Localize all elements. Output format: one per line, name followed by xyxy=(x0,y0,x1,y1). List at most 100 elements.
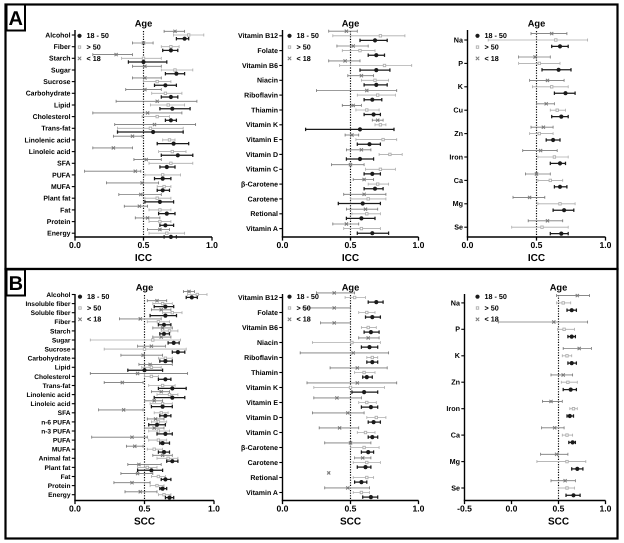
svg-text:Ca: Ca xyxy=(451,431,461,440)
svg-text:1.0: 1.0 xyxy=(208,504,220,514)
svg-text:MUFA: MUFA xyxy=(51,184,71,191)
svg-text:Vitamin K: Vitamin K xyxy=(246,121,278,129)
svg-text:Niacin: Niacin xyxy=(257,77,278,85)
svg-text:Linoleic acid: Linoleic acid xyxy=(31,401,71,408)
svg-text:0.5: 0.5 xyxy=(553,504,565,514)
svg-text:β-Carotene: β-Carotene xyxy=(241,181,278,189)
svg-text:Vitamin A: Vitamin A xyxy=(246,225,278,233)
svg-text:18 - 50: 18 - 50 xyxy=(87,292,109,301)
svg-text:< 18: < 18 xyxy=(485,54,499,63)
svg-text:Lipid: Lipid xyxy=(54,102,70,109)
svg-text:Plant fat: Plant fat xyxy=(44,465,71,472)
svg-text:> 50: > 50 xyxy=(297,43,311,52)
svg-text:Thiamin: Thiamin xyxy=(251,369,278,377)
svg-text:Lipid: Lipid xyxy=(55,365,71,372)
svg-text:< 18: < 18 xyxy=(297,54,311,63)
svg-text:0.0: 0.0 xyxy=(506,504,518,514)
svg-text:Vitamin B12: Vitamin B12 xyxy=(238,294,278,302)
svg-text:18 - 50: 18 - 50 xyxy=(485,31,507,40)
svg-text:0.0: 0.0 xyxy=(277,504,289,514)
svg-text:SCC: SCC xyxy=(548,517,569,528)
svg-text:Animal fat: Animal fat xyxy=(39,456,72,463)
svg-text:Vitamin D: Vitamin D xyxy=(246,151,278,159)
svg-text:Starch: Starch xyxy=(50,328,71,335)
svg-text:Age: Age xyxy=(135,19,153,29)
svg-text:PUFA: PUFA xyxy=(52,172,70,179)
svg-text:Fiber: Fiber xyxy=(54,319,71,326)
svg-text:Na: Na xyxy=(454,35,464,44)
svg-text:Alcohol: Alcohol xyxy=(45,32,70,39)
svg-text:Cholesterol: Cholesterol xyxy=(33,114,71,121)
svg-text:< 18: < 18 xyxy=(87,315,101,324)
svg-text:Riboflavin: Riboflavin xyxy=(244,92,278,100)
svg-text:Carbohydrate: Carbohydrate xyxy=(26,91,71,98)
svg-text:Retional: Retional xyxy=(250,474,278,482)
svg-text:K: K xyxy=(455,351,461,360)
svg-text:-0.5: -0.5 xyxy=(457,504,472,514)
svg-text:Age: Age xyxy=(136,283,154,293)
svg-text:Se: Se xyxy=(451,483,460,492)
svg-text:1.0: 1.0 xyxy=(206,240,218,250)
svg-text:ICC: ICC xyxy=(528,253,545,264)
svg-text:> 50: > 50 xyxy=(297,303,311,312)
svg-text:0.5: 0.5 xyxy=(139,504,151,514)
svg-text:Iron: Iron xyxy=(449,152,463,161)
svg-text:Energy: Energy xyxy=(47,231,71,238)
svg-text:Folate: Folate xyxy=(257,309,278,317)
svg-text:< 18: < 18 xyxy=(87,54,101,63)
svg-text:Vitamin D: Vitamin D xyxy=(246,414,278,422)
svg-text:Vitamin K: Vitamin K xyxy=(246,384,278,392)
svg-text:0.0: 0.0 xyxy=(69,240,81,250)
svg-text:Iron: Iron xyxy=(446,404,460,413)
svg-text:1.0: 1.0 xyxy=(600,504,612,514)
svg-text:18 - 50: 18 - 50 xyxy=(485,292,507,301)
svg-text:Niacin: Niacin xyxy=(257,339,278,347)
svg-text:Vitamin E: Vitamin E xyxy=(246,136,278,144)
svg-text:< 18: < 18 xyxy=(485,315,499,324)
svg-text:0.0: 0.0 xyxy=(69,504,81,514)
svg-text:0.5: 0.5 xyxy=(531,240,543,250)
svg-text:0.0: 0.0 xyxy=(462,240,474,250)
svg-text:Vitamin B6: Vitamin B6 xyxy=(242,324,278,332)
svg-text:> 50: > 50 xyxy=(485,43,499,52)
svg-text:1.0: 1.0 xyxy=(600,240,612,250)
svg-text:Carbohydrate: Carbohydrate xyxy=(28,356,71,363)
svg-text:Linoleic acid: Linoleic acid xyxy=(29,149,71,156)
svg-text:Carotene: Carotene xyxy=(248,460,278,467)
svg-text:ICC: ICC xyxy=(135,253,152,264)
svg-text:> 50: > 50 xyxy=(87,303,101,312)
svg-text:Vitamin C: Vitamin C xyxy=(246,429,278,437)
svg-text:Soluble fiber: Soluble fiber xyxy=(31,310,71,317)
svg-text:A: A xyxy=(8,8,22,30)
svg-text:MUFA: MUFA xyxy=(52,447,71,454)
svg-text:K: K xyxy=(458,82,464,91)
svg-text:β-Carotene: β-Carotene xyxy=(241,444,278,452)
svg-text:Fiber: Fiber xyxy=(54,44,71,51)
svg-text:Zn: Zn xyxy=(451,378,460,387)
svg-text:Vitamin B6: Vitamin B6 xyxy=(242,62,278,70)
svg-text:Trans-fat: Trans-fat xyxy=(41,126,71,133)
svg-text:Age: Age xyxy=(528,19,546,29)
svg-text:< 18: < 18 xyxy=(297,315,311,324)
svg-text:Protein: Protein xyxy=(48,483,71,490)
svg-text:> 50: > 50 xyxy=(87,43,101,52)
svg-text:Sucrose: Sucrose xyxy=(44,347,70,354)
svg-text:0.5: 0.5 xyxy=(138,240,150,250)
svg-text:1.0: 1.0 xyxy=(413,504,425,514)
svg-text:Folate: Folate xyxy=(257,47,278,55)
svg-text:B: B xyxy=(9,273,23,295)
svg-text:P: P xyxy=(458,59,463,68)
svg-text:Se: Se xyxy=(454,223,463,232)
svg-text:Age: Age xyxy=(342,19,360,29)
svg-text:Protein: Protein xyxy=(47,219,71,226)
svg-text:Fat: Fat xyxy=(60,207,71,214)
svg-text:Vitamin C: Vitamin C xyxy=(246,166,278,174)
svg-text:> 50: > 50 xyxy=(485,303,499,312)
svg-text:0.5: 0.5 xyxy=(345,240,357,250)
svg-text:Cu: Cu xyxy=(453,106,463,115)
svg-text:Starch: Starch xyxy=(49,56,70,63)
svg-text:Riboflavin: Riboflavin xyxy=(244,354,278,362)
svg-text:SCC: SCC xyxy=(340,517,361,528)
svg-text:Na: Na xyxy=(451,298,461,307)
svg-text:Sugar: Sugar xyxy=(52,337,71,344)
